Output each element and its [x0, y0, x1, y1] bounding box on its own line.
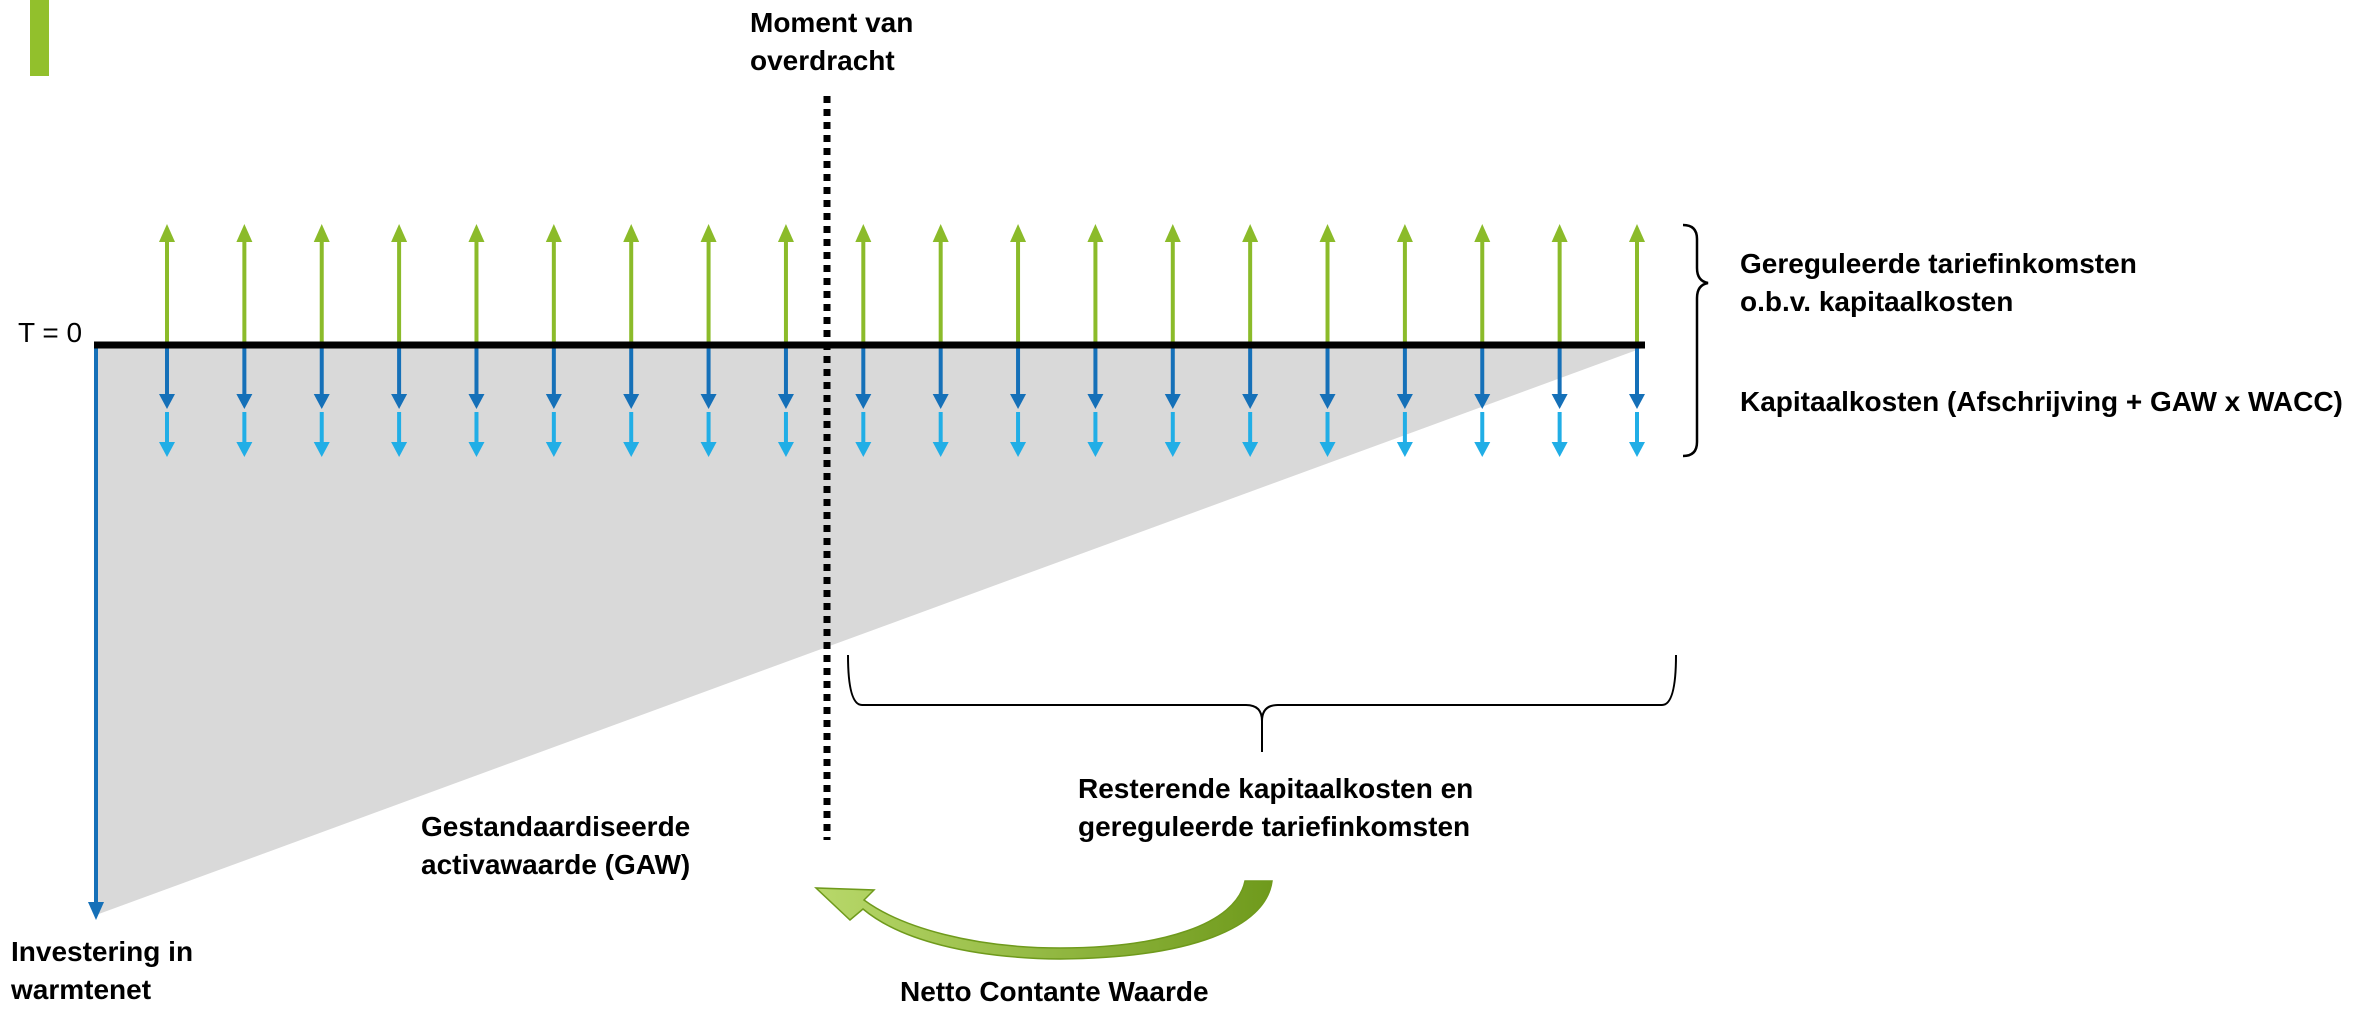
income-arrow	[777, 224, 794, 342]
cost-arrow-return	[545, 412, 562, 457]
cost-arrow-return	[932, 412, 949, 457]
cost-arrow-depreciation	[236, 348, 253, 409]
income-arrow	[1242, 224, 1259, 342]
cost-arrow-depreciation	[1551, 348, 1568, 409]
income-arrow	[236, 224, 253, 342]
costs-label: Kapitaalkosten (Afschrijving + GAW x WAC…	[1740, 386, 2343, 417]
cost-arrow-depreciation	[623, 348, 640, 409]
t0-label: T = 0	[18, 317, 83, 348]
income-arrow	[1164, 224, 1181, 342]
income-arrow	[545, 224, 562, 342]
cost-arrow-return	[1319, 412, 1336, 457]
income-arrow	[932, 224, 949, 342]
cost-arrow-depreciation	[1629, 348, 1645, 409]
period-arrows	[159, 224, 1645, 457]
gaw-area	[96, 347, 1645, 915]
income-arrow	[1010, 224, 1027, 342]
right-brace-icon	[1682, 223, 1709, 458]
income-label-line1: Gereguleerde tariefinkomsten	[1740, 248, 2137, 279]
income-arrow	[391, 224, 408, 342]
income-arrow	[1319, 224, 1336, 342]
cost-arrow-depreciation	[1010, 348, 1027, 409]
investment-label-line2: warmtenet	[11, 974, 152, 1005]
income-arrow	[700, 224, 717, 342]
cost-arrow-depreciation	[1087, 348, 1104, 409]
investment-label-line1: Investering in	[11, 936, 194, 967]
cost-arrow-return	[777, 412, 794, 457]
accent-bar	[30, 0, 49, 76]
cost-arrow-return	[1164, 412, 1181, 457]
cost-arrow-return	[468, 412, 485, 457]
gaw-label-line1: Gestandaardiseerde	[421, 811, 691, 842]
cost-arrow-depreciation	[468, 348, 485, 409]
cost-arrow-depreciation	[1242, 348, 1259, 409]
moment-label-line2: overdracht	[750, 45, 895, 76]
income-arrow	[855, 224, 872, 342]
gaw-label-line2: activawaarde (GAW)	[421, 849, 691, 880]
cost-arrow-depreciation	[1164, 348, 1181, 409]
cost-arrow-depreciation	[1474, 348, 1491, 409]
income-arrow	[159, 224, 175, 342]
cost-arrow-depreciation	[855, 348, 872, 409]
cost-arrow-return	[1551, 412, 1568, 457]
cost-arrow-return	[391, 412, 408, 457]
cost-arrow-return	[1010, 412, 1027, 457]
cost-arrow-depreciation	[545, 348, 562, 409]
cost-arrow-return	[1242, 412, 1259, 457]
cost-arrow-depreciation	[700, 348, 717, 409]
cost-arrow-depreciation	[159, 348, 175, 409]
cost-arrow-return	[855, 412, 872, 457]
remaining-label-line2: gereguleerde tariefinkomsten	[1078, 811, 1471, 842]
cost-arrow-depreciation	[777, 348, 794, 409]
cost-arrow-depreciation	[313, 348, 330, 409]
cost-arrow-depreciation	[932, 348, 949, 409]
cost-arrow-return	[159, 412, 175, 457]
cost-arrow-return	[1087, 412, 1104, 457]
cost-arrow-depreciation	[1319, 348, 1336, 409]
income-arrow	[1551, 224, 1568, 342]
npv-label: Netto Contante Waarde	[900, 976, 1209, 1007]
moment-label-line1: Moment van	[750, 7, 914, 38]
income-label-line2: o.b.v. kapitaalkosten	[1740, 286, 2014, 317]
cost-arrow-return	[623, 412, 640, 457]
income-arrow	[1629, 224, 1645, 342]
bottom-brace-icon	[847, 654, 1677, 752]
income-arrow	[623, 224, 640, 342]
income-arrow	[1474, 224, 1491, 342]
income-arrow	[468, 224, 485, 342]
remaining-label-line1: Resterende kapitaalkosten en	[1078, 773, 1474, 804]
income-arrow	[313, 224, 330, 342]
cost-arrow-return	[1629, 412, 1645, 457]
cost-arrow-return	[236, 412, 253, 457]
cost-arrow-return	[700, 412, 717, 457]
cost-arrow-return	[1396, 412, 1413, 457]
cost-arrow-depreciation	[1396, 348, 1413, 409]
cost-arrow-return	[1474, 412, 1491, 457]
cost-arrow-depreciation	[391, 348, 408, 409]
npv-curved-arrow-icon	[814, 880, 1273, 960]
investment-arrow	[88, 345, 104, 920]
income-arrow	[1396, 224, 1413, 342]
income-arrow	[1087, 224, 1104, 342]
cost-arrow-return	[313, 412, 330, 457]
